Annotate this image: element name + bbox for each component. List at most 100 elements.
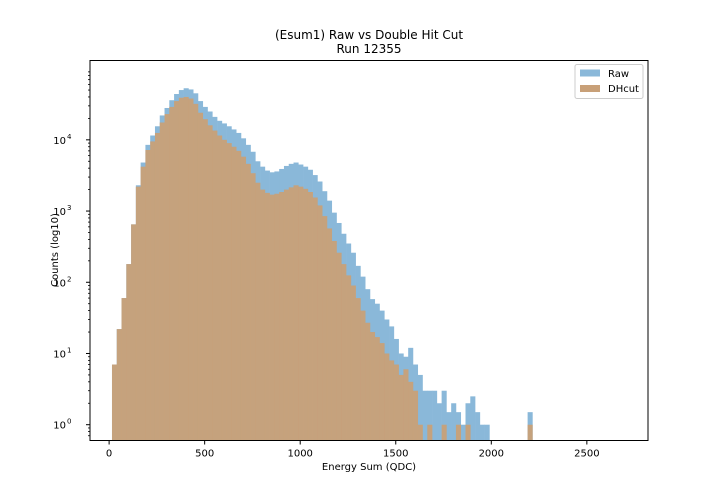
bar-dhcut	[159, 122, 165, 441]
legend-swatch-dhcut	[580, 85, 600, 92]
bar-raw	[475, 412, 481, 441]
bar-dhcut	[398, 374, 404, 441]
bar-dhcut	[326, 228, 333, 441]
bar-dhcut	[264, 192, 270, 441]
bar-dhcut	[312, 197, 318, 441]
x-tick-label: 500	[195, 449, 214, 460]
x-tick-label: 1000	[287, 449, 312, 460]
bar-dhcut	[250, 173, 256, 441]
bar-dhcut	[140, 166, 146, 441]
bar-dhcut	[221, 139, 227, 441]
bar-raw	[465, 403, 471, 441]
bar-dhcut	[183, 96, 189, 441]
bar-dhcut	[303, 188, 309, 441]
x-tick-label: 2500	[574, 449, 599, 460]
bar-dhcut	[346, 275, 352, 441]
bar-dhcut	[369, 332, 376, 441]
bar-dhcut	[360, 310, 366, 441]
bar-dhcut	[408, 381, 414, 441]
bar-dhcut	[288, 187, 294, 441]
bar-raw	[432, 390, 438, 441]
chart-title: (Esum1) Raw vs Double Hit Cut	[275, 28, 463, 42]
plot-frame	[89, 60, 649, 441]
bar-dhcut	[226, 143, 232, 441]
bar-dhcut	[527, 424, 533, 441]
bar-dhcut	[212, 130, 218, 441]
legend-label-dhcut: DHcut	[608, 84, 639, 95]
x-axis-ticks: 0 500 1000 1500 2000 2500	[106, 440, 600, 460]
x-tick-label: 0	[106, 449, 112, 460]
bar-dhcut	[217, 135, 223, 441]
y-tick-exponent: 0	[67, 418, 71, 426]
y-tick-exponent: 3	[67, 204, 71, 212]
bar-raw	[470, 396, 476, 441]
bar-dhcut	[236, 150, 242, 441]
y-tick-label: 10	[53, 349, 66, 360]
bar-dhcut	[145, 149, 151, 441]
bar-dhcut	[355, 298, 361, 441]
bar-raw	[446, 412, 452, 441]
bar-dhcut	[269, 194, 275, 441]
bar-dhcut	[417, 424, 423, 441]
bar-dhcut	[169, 106, 175, 441]
bar-dhcut	[245, 163, 251, 441]
bar-dhcut	[412, 390, 419, 441]
bar-dhcut	[207, 125, 213, 441]
bar-raw	[427, 390, 433, 441]
bar-dhcut	[178, 97, 184, 441]
y-tick-label: 10	[53, 278, 66, 289]
bar-dhcut	[365, 322, 371, 441]
y-tick-exponent: 4	[67, 133, 72, 141]
bar-dhcut	[384, 353, 390, 441]
bar-dhcut	[154, 132, 161, 441]
bar-raw	[436, 403, 442, 441]
chart-subtitle: Run 12355	[337, 42, 402, 56]
bar-dhcut	[336, 252, 342, 441]
bar-dhcut	[197, 112, 204, 441]
bar-dhcut	[255, 182, 261, 441]
bar-dhcut	[279, 192, 285, 441]
bar-dhcut	[260, 189, 266, 441]
bar-dhcut	[283, 189, 290, 441]
x-tick-label: 1500	[383, 449, 408, 460]
bar-dhcut	[389, 360, 395, 441]
bar-dhcut	[126, 264, 132, 441]
bar-dhcut	[240, 156, 247, 441]
bar-raw	[484, 424, 490, 441]
bar-dhcut	[131, 224, 137, 441]
y-tick-exponent: 1	[67, 346, 71, 354]
bar-dhcut	[116, 329, 122, 441]
bar-dhcut	[274, 193, 280, 441]
bar-dhcut	[174, 101, 180, 441]
legend-swatch-raw	[580, 69, 600, 77]
y-axis-label: Counts (log10)	[50, 213, 61, 287]
bar-dhcut	[374, 337, 380, 441]
bar-dhcut	[293, 185, 299, 441]
bar-dhcut	[455, 424, 462, 441]
y-tick-exponent: 2	[67, 275, 71, 283]
bar-dhcut	[231, 146, 237, 441]
y-tick-label: 10	[53, 207, 66, 218]
x-tick-label: 2000	[479, 449, 504, 460]
bar-dhcut	[379, 343, 385, 441]
bars-dhcut	[111, 96, 533, 441]
bar-dhcut	[393, 364, 399, 441]
bar-raw	[422, 390, 428, 441]
bar-raw	[460, 424, 466, 441]
bar-raw	[441, 390, 447, 441]
y-tick-label: 10	[53, 136, 66, 147]
bar-dhcut	[135, 186, 141, 441]
bar-dhcut	[298, 186, 304, 441]
bar-raw	[479, 424, 485, 441]
bar-dhcut	[188, 98, 194, 441]
bar-dhcut	[465, 424, 471, 441]
bar-dhcut	[202, 119, 208, 441]
bar-dhcut	[193, 103, 199, 441]
bar-raw	[451, 403, 457, 441]
bar-dhcut	[150, 141, 156, 441]
y-tick-label: 10	[53, 421, 66, 432]
bar-dhcut	[121, 298, 127, 441]
bar-dhcut	[427, 424, 433, 441]
legend-label-raw: Raw	[608, 69, 629, 80]
